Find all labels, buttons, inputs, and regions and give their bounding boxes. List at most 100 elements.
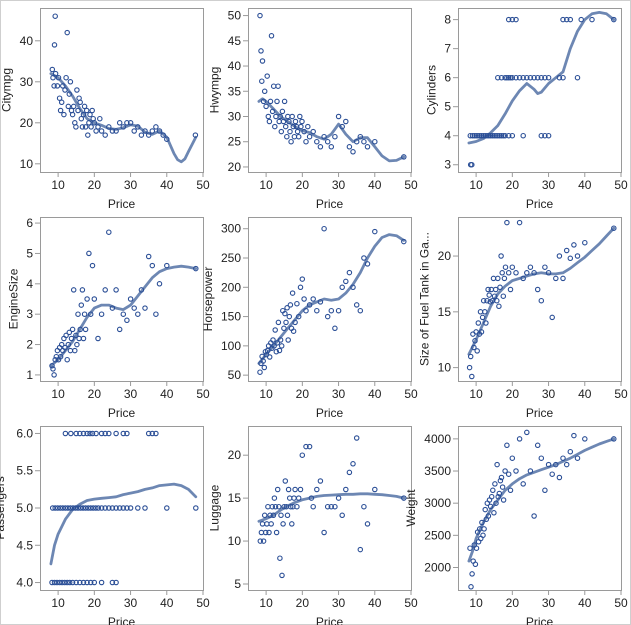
x-tick-label: 50	[196, 178, 210, 192]
data-point	[131, 305, 137, 311]
data-point	[93, 430, 99, 437]
data-point	[500, 497, 507, 503]
data-point	[474, 348, 480, 354]
x-axis-label: Price	[526, 197, 554, 211]
data-point	[299, 118, 305, 125]
data-point	[538, 297, 545, 304]
data-point	[480, 297, 487, 304]
data-point	[153, 311, 159, 317]
x-tick-label: 20	[88, 178, 102, 192]
x-tick-label: 20	[88, 596, 102, 610]
x-tick-label: 20	[296, 596, 310, 610]
data-point	[75, 107, 81, 114]
data-point	[567, 16, 574, 23]
x-tick-label: 40	[160, 387, 174, 401]
y-tick-label: 3	[26, 307, 33, 321]
data-point	[321, 225, 327, 232]
data-point	[480, 532, 486, 539]
data-point	[281, 503, 287, 510]
y-axis-label: Size of Fuel Tank in Ga...	[418, 232, 432, 366]
data-point	[332, 503, 338, 510]
data-point	[113, 430, 119, 437]
x-tick-label: 30	[542, 178, 556, 192]
data-point	[95, 505, 102, 511]
x-tick-label: 20	[506, 596, 520, 610]
x-tick-label: 20	[88, 387, 102, 401]
fit-curve	[49, 482, 198, 566]
subplot-7: 10 20 30 40 50 4.0 4.5 5.0 5.5 6.0 Price Passengers	[0, 426, 210, 625]
y-tick-label: 40	[20, 34, 34, 48]
data-point	[531, 270, 537, 276]
data-point	[343, 118, 349, 125]
y-axis-label: Hwympg	[208, 67, 222, 114]
data-point	[542, 132, 548, 139]
data-point	[476, 132, 483, 139]
plot-frame	[458, 8, 622, 173]
data-point	[284, 512, 291, 519]
data-point	[504, 442, 510, 449]
data-point	[66, 329, 73, 336]
data-point	[553, 275, 559, 282]
data-point	[509, 455, 516, 461]
y-tick-label: 150	[221, 310, 241, 324]
data-point	[89, 262, 96, 269]
data-point	[49, 66, 56, 73]
data-point	[69, 579, 76, 586]
data-point	[127, 296, 134, 302]
y-tick-label: 5	[234, 577, 241, 591]
y-tick-label: 15	[438, 305, 452, 319]
data-point	[102, 132, 108, 138]
data-point	[116, 326, 123, 333]
x-tick-label: 50	[404, 387, 418, 401]
data-point	[328, 144, 335, 150]
data-point	[467, 545, 473, 551]
x-tick-label: 10	[51, 178, 65, 192]
data-point	[52, 70, 59, 77]
data-point	[310, 128, 316, 135]
data-point	[109, 579, 116, 586]
data-point	[288, 138, 294, 145]
y-tick-label: 20	[228, 160, 242, 174]
data-point	[496, 303, 502, 310]
data-point	[332, 133, 338, 140]
y-tick-label: 3500	[424, 464, 451, 478]
data-point	[83, 107, 90, 114]
data-point	[49, 505, 56, 511]
data-point	[294, 128, 301, 135]
x-axis-label: Price	[526, 406, 554, 420]
data-point	[269, 108, 276, 115]
data-point	[545, 461, 552, 468]
data-point	[473, 132, 479, 139]
data-point	[266, 529, 272, 536]
x-tick-label: 30	[124, 178, 138, 192]
data-point	[493, 500, 499, 506]
x-tick-label: 30	[124, 596, 138, 610]
data-point	[563, 16, 570, 23]
data-point	[70, 505, 76, 511]
data-point	[531, 513, 537, 519]
data-point	[261, 364, 268, 371]
data-point	[63, 332, 69, 339]
data-point	[274, 486, 281, 493]
data-point	[321, 133, 327, 140]
data-point	[279, 572, 285, 579]
data-point	[303, 138, 309, 145]
data-point	[295, 495, 302, 501]
y-tick-label: 6	[444, 71, 451, 85]
data-point	[275, 319, 282, 326]
data-point	[269, 503, 276, 510]
data-point	[279, 108, 286, 115]
data-point	[90, 505, 96, 511]
data-point	[361, 503, 367, 510]
data-point	[574, 74, 581, 81]
data-point	[69, 326, 76, 333]
subplot-3: 10 20 30 40 50 3 4 5 6 7 8 Price Cylinders	[424, 8, 628, 211]
data-point	[306, 443, 313, 450]
data-point	[287, 302, 294, 308]
data-point	[498, 132, 505, 139]
data-point	[260, 358, 266, 364]
data-point	[87, 311, 94, 317]
data-point	[482, 506, 488, 513]
data-point	[80, 430, 87, 437]
